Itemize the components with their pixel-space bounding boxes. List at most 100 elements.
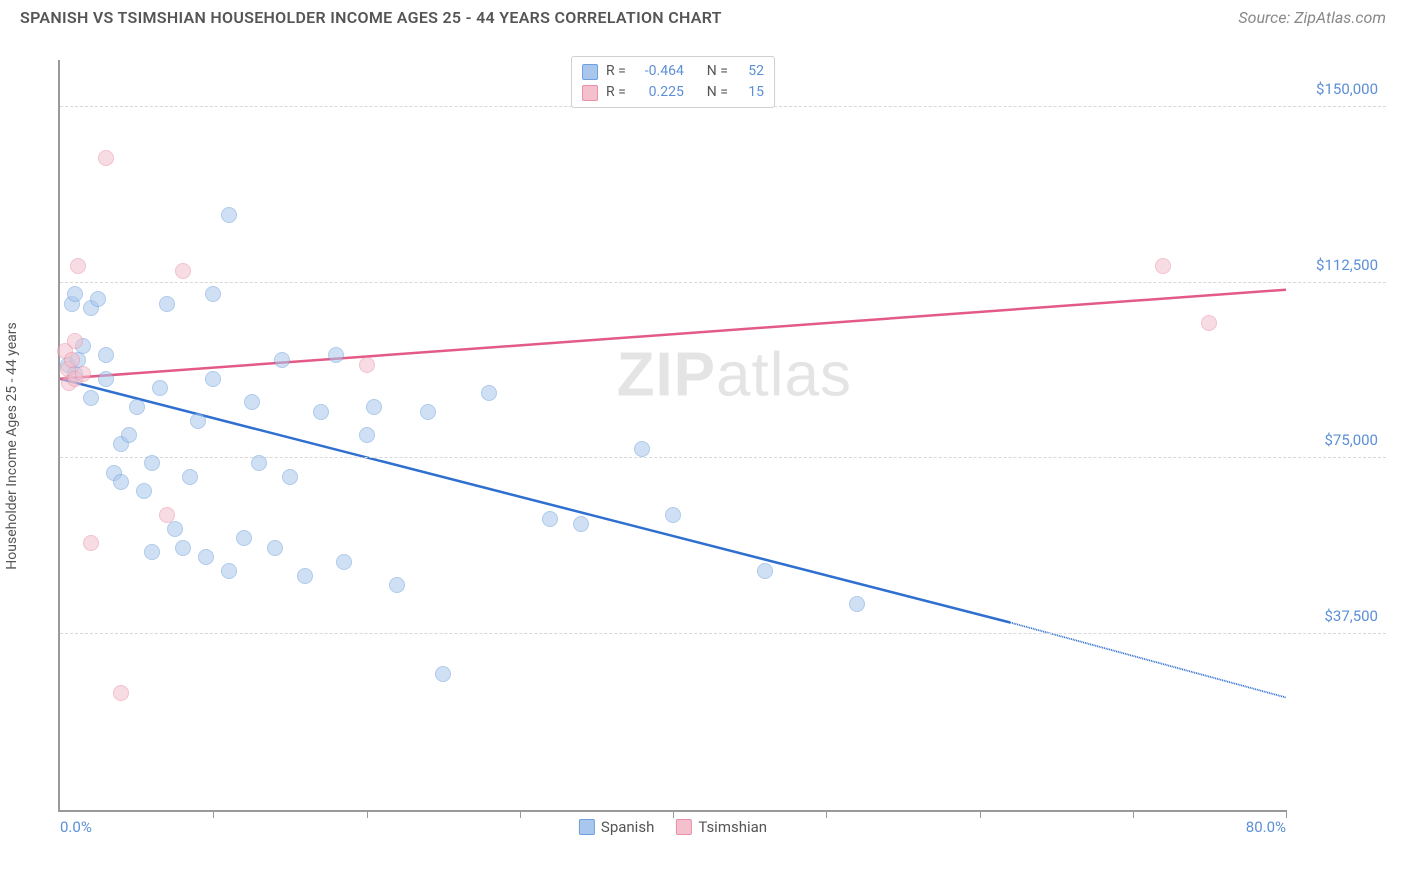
data-point <box>1155 258 1171 274</box>
data-point <box>313 404 329 420</box>
chart-title: SPANISH VS TSIMSHIAN HOUSEHOLDER INCOME … <box>20 8 722 27</box>
data-point <box>221 207 237 223</box>
x-tick <box>1133 810 1134 818</box>
trend-lines <box>60 60 1286 810</box>
legend-item: Tsimshian <box>676 818 767 836</box>
x-tick <box>673 810 674 818</box>
x-tick-label: 0.0% <box>60 818 92 836</box>
legend-swatch <box>582 64 598 80</box>
data-point <box>75 366 91 382</box>
legend-swatch <box>579 819 595 835</box>
x-tick <box>213 810 214 818</box>
gridline <box>60 282 1386 283</box>
data-point <box>159 296 175 312</box>
data-point <box>267 540 283 556</box>
legend-swatch <box>582 85 598 101</box>
data-point <box>190 413 206 429</box>
r-label: R = <box>606 82 626 103</box>
data-point <box>274 352 290 368</box>
data-point <box>389 577 405 593</box>
data-point <box>129 399 145 415</box>
x-tick <box>367 810 368 818</box>
data-point <box>70 258 86 274</box>
data-point <box>757 563 773 579</box>
legend-label: Tsimshian <box>698 818 767 836</box>
data-point <box>205 286 221 302</box>
data-point <box>634 441 650 457</box>
data-point <box>366 399 382 415</box>
data-point <box>435 666 451 682</box>
legend-label: Spanish <box>601 818 654 836</box>
x-tick-label: 80.0% <box>1246 818 1286 836</box>
data-point <box>175 540 191 556</box>
watermark-rest: atlas <box>716 341 852 410</box>
data-point <box>542 511 558 527</box>
data-point <box>282 469 298 485</box>
y-axis-title: Householder Income Ages 25 - 44 years <box>4 322 20 569</box>
data-point <box>297 568 313 584</box>
data-point <box>98 150 114 166</box>
data-point <box>359 427 375 443</box>
data-point <box>481 385 497 401</box>
data-point <box>359 357 375 373</box>
data-point <box>113 685 129 701</box>
data-point <box>336 554 352 570</box>
n-label: N = <box>707 61 728 82</box>
gridline <box>60 633 1386 634</box>
n-value: 15 <box>736 82 764 103</box>
data-point <box>64 352 80 368</box>
r-value: -0.464 <box>634 61 684 82</box>
n-label: N = <box>707 82 728 103</box>
data-point <box>121 427 137 443</box>
data-point <box>67 333 83 349</box>
y-tick-label: $150,000 <box>1316 80 1378 98</box>
plot-area: ZIPatlas R =-0.464 N =52R =0.225 N =15 S… <box>58 60 1286 812</box>
n-value: 52 <box>736 61 764 82</box>
watermark: ZIPatlas <box>617 340 852 411</box>
watermark-bold: ZIP <box>617 341 716 410</box>
y-tick-label: $75,000 <box>1324 431 1378 449</box>
x-tick <box>1286 810 1287 818</box>
data-point <box>205 371 221 387</box>
data-point <box>182 469 198 485</box>
data-point <box>90 291 106 307</box>
data-point <box>175 263 191 279</box>
data-point <box>144 455 160 471</box>
data-point <box>221 563 237 579</box>
legend-row: R = -0.464 N = 52 <box>582 61 764 82</box>
chart-container: Householder Income Ages 25 - 44 years ZI… <box>20 50 1386 842</box>
data-point <box>98 347 114 363</box>
data-point <box>144 544 160 560</box>
data-point <box>198 549 214 565</box>
series-legend: Spanish Tsimshian <box>579 818 767 836</box>
data-point <box>236 530 252 546</box>
legend-swatch <box>676 819 692 835</box>
data-point <box>244 394 260 410</box>
data-point <box>67 286 83 302</box>
y-tick-label: $112,500 <box>1316 256 1378 274</box>
r-value: 0.225 <box>634 82 684 103</box>
data-point <box>83 535 99 551</box>
data-point <box>136 483 152 499</box>
correlation-legend: R = -0.464 N = 52 R = 0.225 N = 15 <box>571 56 775 108</box>
data-point <box>328 347 344 363</box>
x-tick <box>980 810 981 818</box>
y-tick-label: $37,500 <box>1324 607 1378 625</box>
data-point <box>167 521 183 537</box>
data-point <box>251 455 267 471</box>
data-point <box>113 474 129 490</box>
data-point <box>159 507 175 523</box>
x-tick <box>826 810 827 818</box>
x-tick <box>520 810 521 818</box>
data-point <box>849 596 865 612</box>
data-point <box>83 390 99 406</box>
data-point <box>98 371 114 387</box>
data-point <box>152 380 168 396</box>
data-point <box>420 404 436 420</box>
data-point <box>573 516 589 532</box>
source-label: Source: ZipAtlas.com <box>1238 8 1386 27</box>
legend-row: R = 0.225 N = 15 <box>582 82 764 103</box>
r-label: R = <box>606 61 626 82</box>
data-point <box>1201 315 1217 331</box>
data-point <box>665 507 681 523</box>
